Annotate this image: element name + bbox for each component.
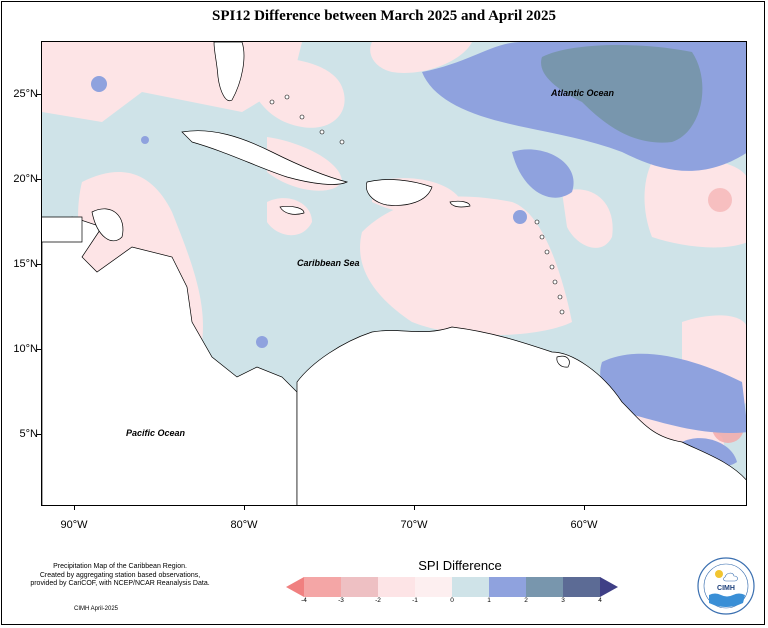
legend-tick-label: -3 [338, 597, 344, 604]
legend-swatch [304, 577, 342, 597]
spi-negative-area-north [370, 42, 472, 73]
spi-positive-spot-4 [513, 210, 527, 224]
spi-negative-area-east [644, 158, 746, 248]
spi-positive-spot-2 [141, 136, 149, 144]
legend-tick-label: 1 [487, 597, 491, 604]
x-tickmark [414, 506, 415, 510]
land-puerto-rico [449, 200, 471, 208]
y-tick-5n: 5°N [19, 428, 38, 440]
credits-line-1: Precipitation Map of the Caribbean Regio… [53, 563, 187, 570]
map-canvas [42, 42, 746, 505]
label-pacific-ocean: Pacific Ocean [126, 428, 186, 438]
label-caribbean-sea: Caribbean Sea [297, 258, 360, 268]
legend-tick-label: 3 [561, 597, 565, 604]
legend-swatch [452, 577, 490, 597]
map-title: SPI12 Difference between March 2025 and … [212, 8, 556, 24]
land-florida [213, 42, 245, 102]
logo-cloud-icon [723, 572, 738, 582]
legend-title: SPI Difference [418, 558, 502, 573]
spi-positive-area-orinoco [600, 353, 746, 433]
spi-negative-area-jamaica [267, 198, 312, 236]
legend-swatch [341, 577, 379, 597]
legend-tick-label: 2 [524, 597, 528, 604]
legend-swatch [489, 577, 527, 597]
logo-text: CIMH [717, 585, 735, 592]
legend-tick-label: 0 [450, 597, 454, 604]
land-south-america [296, 326, 746, 505]
legend-tick-label: -1 [412, 597, 418, 604]
land-masses [42, 42, 746, 505]
map-panel [41, 41, 747, 506]
guatemala-outline [42, 216, 83, 243]
spi-positive-area-atlantic-2 [512, 149, 574, 198]
y-tickmark [37, 349, 41, 350]
legend-swatch [378, 577, 416, 597]
logo-sun-icon [715, 570, 723, 578]
legend-swatch-min [286, 577, 304, 597]
credits-line-3: provided by CariCOF, with NCEP/NCAR Rean… [30, 580, 210, 587]
spi-negative-area-bahamas [242, 58, 345, 128]
legend-swatch [526, 577, 564, 597]
y-tick-10n: 10°N [13, 343, 38, 355]
y-tick-25n: 25°N [13, 88, 38, 100]
logo-waves-icon [709, 593, 745, 607]
legend-tick-label: -4 [301, 597, 307, 604]
land-hispaniola [366, 179, 433, 206]
spi-negative-area-lesser-antilles [562, 189, 613, 248]
x-tick-80w: 80°W [230, 519, 258, 531]
x-tickmark [244, 506, 245, 510]
legend-swatch [563, 577, 601, 597]
y-tickmark [37, 434, 41, 435]
land-yucatan [91, 208, 124, 242]
credits-line-2: Created by aggregating station based obs… [39, 571, 201, 579]
spi-strong-negative-spot-1 [708, 188, 732, 212]
credits-date: CIMH April-2025 [74, 606, 119, 612]
y-tickmark [37, 179, 41, 180]
legend-swatch-max [600, 577, 618, 597]
spi-positive-area-guiana [682, 438, 737, 467]
x-tickmark [584, 506, 585, 510]
x-tick-60w: 60°W [570, 519, 598, 531]
land-trinidad [556, 355, 570, 368]
legend-tick-label: -2 [375, 597, 381, 604]
credits-text: Precipitation Map of the Caribbean Regio… [14, 563, 226, 589]
x-tick-70w: 70°W [400, 519, 428, 531]
lesser-antilles-islands [269, 94, 565, 315]
y-tick-15n: 15°N [13, 258, 38, 270]
cimh-logo: CIMH [697, 557, 755, 615]
land-jamaica [279, 206, 305, 215]
y-tick-20n: 20°N [13, 173, 38, 185]
spi-strong-positive-area [541, 45, 703, 143]
spi-negative-area-central [360, 196, 572, 336]
x-tick-90w: 90°W [60, 519, 88, 531]
legend-swatch [415, 577, 453, 597]
legend-tick-label: 4 [598, 597, 602, 604]
land-cuba [181, 130, 349, 185]
spi-positive-spot-3 [256, 336, 268, 348]
x-tickmark [74, 506, 75, 510]
label-atlantic-ocean: Atlantic Ocean [551, 88, 615, 98]
spi-positive-spot-1 [91, 76, 107, 92]
y-tickmark [37, 94, 41, 95]
legend-colorbar [286, 577, 618, 597]
y-tickmark [37, 264, 41, 265]
